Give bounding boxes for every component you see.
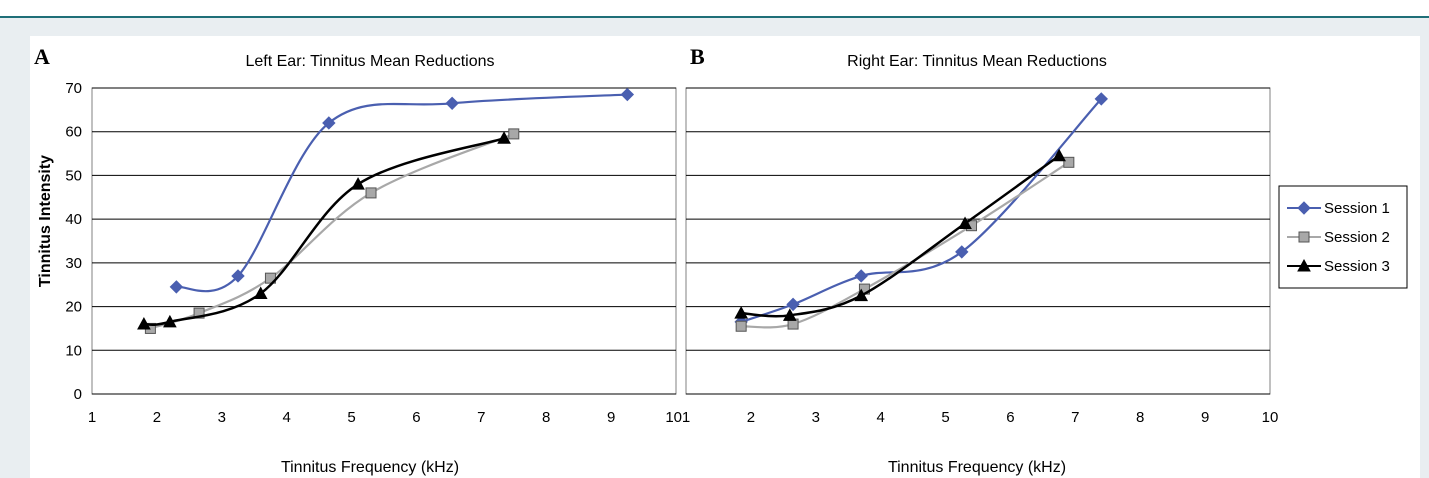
x-tick-label: 9 — [607, 409, 615, 426]
data-point-session-2 — [366, 188, 376, 198]
y-tick-label: 30 — [65, 255, 82, 272]
data-point-session-2 — [736, 321, 746, 331]
x-tick-label: 8 — [542, 409, 550, 426]
x-tick-label: 3 — [218, 409, 226, 426]
plot-area — [92, 88, 676, 394]
x-tick-label: 9 — [1201, 409, 1209, 426]
y-tick-label: 10 — [65, 342, 82, 359]
chart-panel-a: A Left Ear: Tinnitus Mean Reductions 0 10 20… — [34, 44, 682, 476]
chart-title: Left Ear: Tinnitus Mean Reductions — [245, 53, 494, 70]
page-top-rule — [0, 0, 1429, 18]
data-point-session-2 — [1064, 157, 1074, 167]
y-tick-label: 70 — [65, 80, 82, 97]
y-tick-label: 0 — [74, 386, 82, 403]
legend: Session 1 Session 2 Session 3 — [1279, 186, 1407, 288]
x-tick-label: 4 — [876, 409, 884, 426]
x-tick-label: 10 — [1262, 409, 1279, 426]
x-tick-label: 3 — [812, 409, 820, 426]
y-axis-title: Tinnitus Intensity — [37, 155, 54, 287]
x-tick-label: 4 — [282, 409, 290, 426]
chart-canvas: A Left Ear: Tinnitus Mean Reductions 0 10 20… — [30, 36, 1420, 478]
chart-panel-b: B Right Ear: Tinnitus Mean Reductions 1 2 3 4… — [682, 44, 1279, 476]
legend-label: Session 1 — [1324, 200, 1390, 217]
plot-area — [686, 88, 1270, 394]
x-tick-label: 5 — [347, 409, 355, 426]
x-tick-label: 8 — [1136, 409, 1144, 426]
chart-title: Right Ear: Tinnitus Mean Reductions — [847, 53, 1107, 70]
y-tick-label: 40 — [65, 211, 82, 228]
legend-marker — [1299, 232, 1309, 242]
x-tick-label: 2 — [747, 409, 755, 426]
x-tick-label: 5 — [941, 409, 949, 426]
panel-letter: B — [690, 44, 705, 69]
x-tick-label: 7 — [477, 409, 485, 426]
x-tick-label: 10 — [665, 409, 682, 426]
x-tick-label: 2 — [153, 409, 161, 426]
figure-panel: A Left Ear: Tinnitus Mean Reductions 0 10 20… — [30, 36, 1420, 478]
x-tick-label: 1 — [88, 409, 96, 426]
x-tick-label: 1 — [682, 409, 690, 426]
y-tick-label: 60 — [65, 124, 82, 141]
panel-letter: A — [34, 44, 50, 69]
x-tick-label: 6 — [412, 409, 420, 426]
legend-label: Session 3 — [1324, 258, 1390, 275]
legend-label: Session 2 — [1324, 229, 1390, 246]
x-axis-title: Tinnitus Frequency (kHz) — [888, 459, 1066, 476]
y-tick-label: 20 — [65, 299, 82, 316]
x-tick-label: 7 — [1071, 409, 1079, 426]
data-point-session-2 — [509, 129, 519, 139]
x-axis-title: Tinnitus Frequency (kHz) — [281, 459, 459, 476]
y-tick-label: 50 — [65, 167, 82, 184]
x-tick-label: 6 — [1006, 409, 1014, 426]
